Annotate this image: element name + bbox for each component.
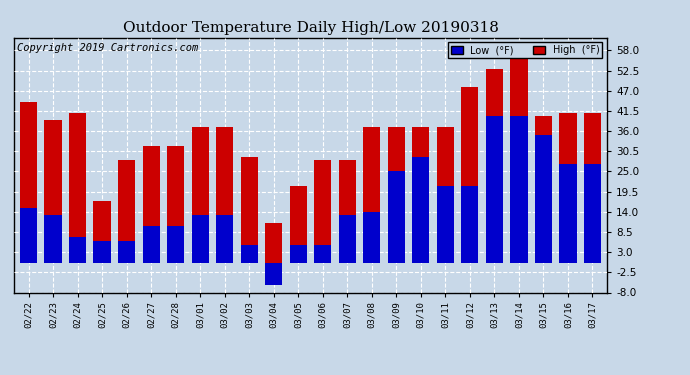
Bar (535, 116, 552, 263)
Bar (93, 241, 110, 263)
Bar (143, 226, 159, 263)
Bar (584, 164, 601, 263)
Bar (339, 216, 356, 263)
Bar (437, 128, 454, 263)
Bar (511, 116, 528, 263)
Legend: Low  (°F), High  (°F): Low (°F), High (°F) (448, 42, 602, 58)
Bar (584, 113, 601, 263)
Bar (462, 87, 478, 263)
Bar (69, 113, 86, 263)
Bar (265, 263, 282, 285)
Bar (412, 157, 429, 263)
Bar (118, 160, 135, 263)
Bar (44, 120, 61, 263)
Bar (44, 216, 61, 263)
Bar (462, 186, 478, 263)
Bar (388, 171, 405, 263)
Bar (314, 245, 331, 263)
Bar (241, 157, 258, 263)
Bar (535, 135, 552, 263)
Bar (20, 208, 37, 263)
Bar (486, 69, 503, 263)
Bar (192, 216, 209, 263)
Bar (290, 186, 307, 263)
Bar (511, 46, 528, 263)
Text: Copyright 2019 Cartronics.com: Copyright 2019 Cartronics.com (17, 43, 198, 52)
Bar (388, 128, 405, 263)
Bar (486, 116, 503, 263)
Bar (290, 245, 307, 263)
Bar (241, 245, 258, 263)
Bar (69, 237, 86, 263)
Bar (314, 160, 331, 263)
Bar (265, 223, 282, 263)
Bar (216, 216, 233, 263)
Bar (560, 113, 577, 263)
Bar (363, 212, 380, 263)
Bar (560, 164, 577, 263)
Bar (412, 128, 429, 263)
Bar (167, 146, 184, 263)
Title: Outdoor Temperature Daily High/Low 20190318: Outdoor Temperature Daily High/Low 20190… (123, 21, 498, 35)
Bar (167, 226, 184, 263)
Bar (437, 186, 454, 263)
Bar (20, 102, 37, 263)
Bar (93, 201, 110, 263)
Bar (339, 160, 356, 263)
Bar (192, 128, 209, 263)
Bar (216, 128, 233, 263)
Bar (143, 146, 159, 263)
Bar (118, 241, 135, 263)
Bar (363, 128, 380, 263)
